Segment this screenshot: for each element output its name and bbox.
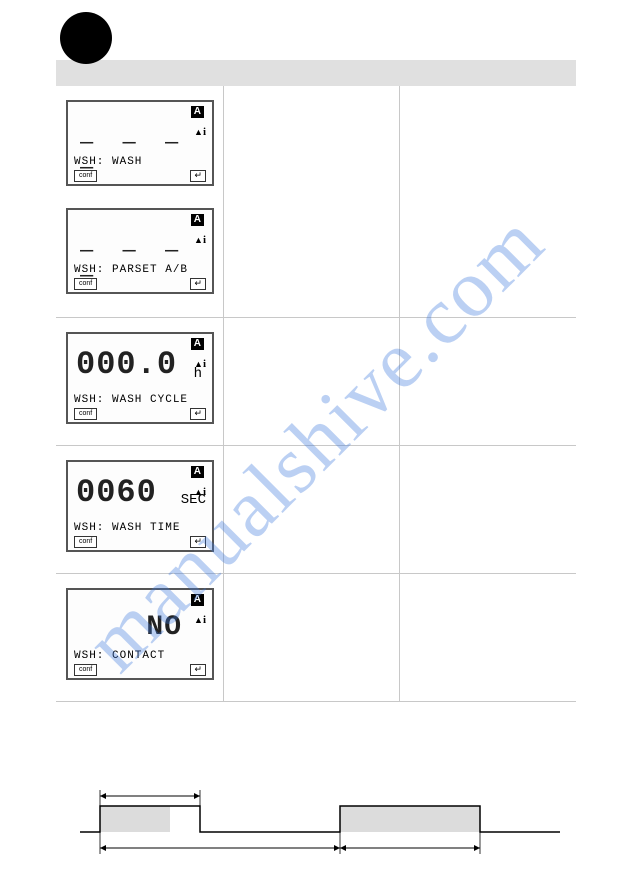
lcd-badge-a: A <box>191 594 204 606</box>
conf-button-icon: conf <box>74 664 97 676</box>
lcd-label: WSH: WASH CYCLE <box>74 394 188 406</box>
timing-diagram <box>80 788 560 868</box>
lcd-label: WSH: WASH <box>74 156 142 168</box>
lcd-badge-a: A <box>191 466 204 478</box>
table-row: A i 000.0 h WSH: WASH CYCLE conf ↵ <box>56 318 576 446</box>
lcd-value: 000.0 <box>76 346 177 383</box>
header-bar <box>56 60 576 86</box>
enter-icon: ↵ <box>190 278 206 290</box>
table-row: A i 0060 SEC WSH: WASH TIME conf ↵ <box>56 446 576 574</box>
table-row: A i NO WSH: CONTACT conf ↵ <box>56 574 576 702</box>
warning-icon <box>194 614 203 626</box>
lcd-badge-a: A <box>191 338 204 350</box>
lcd-value: 0060 <box>76 474 157 511</box>
lcd-unit: SEC <box>181 492 206 508</box>
lcd-wash: A i — — — — WSH: WASH conf ↵ <box>66 100 214 186</box>
lcd-parset: A i — — — — WSH: PARSET A/B conf ↵ <box>66 208 214 294</box>
parameter-table: A i — — — — WSH: WASH conf ↵ A i <box>56 86 576 702</box>
enter-icon: ↵ <box>190 170 206 182</box>
lcd-label: WSH: CONTACT <box>74 650 165 662</box>
lcd-badge-a: A <box>191 106 204 118</box>
conf-button-icon: conf <box>74 408 97 420</box>
lcd-wash-cycle: A i 000.0 h WSH: WASH CYCLE conf ↵ <box>66 332 214 424</box>
enter-icon: ↵ <box>190 664 206 676</box>
lcd-label: WSH: PARSET A/B <box>74 264 188 276</box>
lcd-badge-a: A <box>191 214 204 226</box>
lcd-label: WSH: WASH TIME <box>74 522 180 534</box>
lcd-unit: h <box>194 366 202 382</box>
conf-button-icon: conf <box>74 170 97 182</box>
lcd-wash-time: A i 0060 SEC WSH: WASH TIME conf ↵ <box>66 460 214 552</box>
lcd-status-icons: i <box>194 614 206 626</box>
section-badge <box>60 12 112 64</box>
info-icon: i <box>203 358 206 370</box>
info-icon: i <box>203 614 206 626</box>
lcd-value: NO <box>146 612 182 643</box>
enter-icon: ↵ <box>190 408 206 420</box>
conf-button-icon: conf <box>74 278 97 290</box>
enter-icon: ↵ <box>190 536 206 548</box>
lcd-contact: A i NO WSH: CONTACT conf ↵ <box>66 588 214 680</box>
conf-button-icon: conf <box>74 536 97 548</box>
table-row: A i — — — — WSH: WASH conf ↵ A i <box>56 86 576 318</box>
